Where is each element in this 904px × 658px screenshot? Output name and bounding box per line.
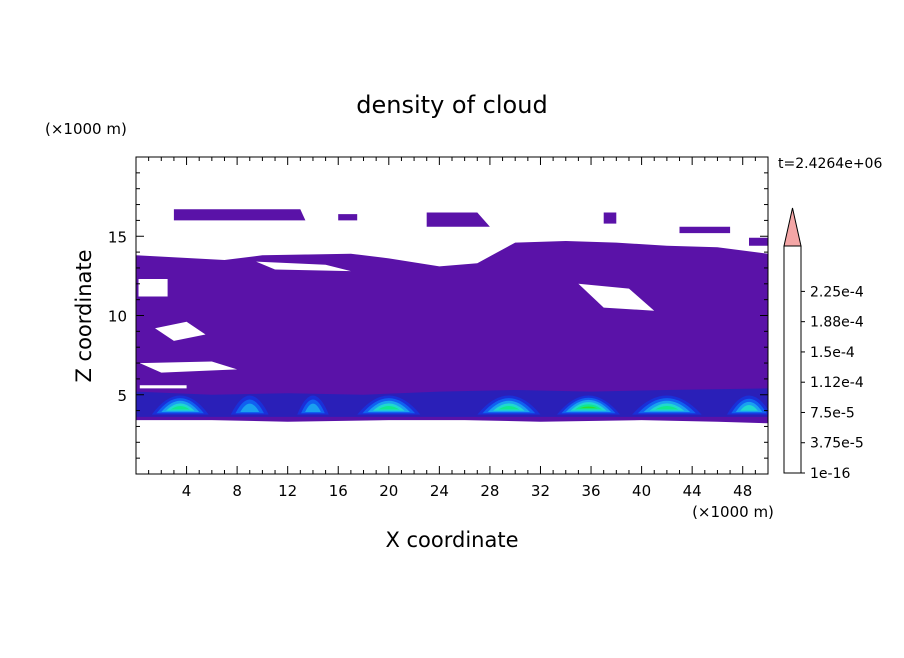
cell-2-level-3: [305, 403, 321, 412]
convective-cell-3: [357, 395, 421, 415]
colorbar-label: 1.88e-4: [810, 315, 864, 331]
x-tick-label: 28: [480, 482, 499, 500]
cloud-layer-upper-cloud-1: [173, 209, 306, 221]
colorbar-label: 1.5e-4: [810, 345, 855, 361]
cloud-layer-upper-cloud-5: [679, 226, 731, 234]
x-tick-label: 48: [733, 482, 752, 500]
plot-area: [136, 209, 768, 424]
colorbar-label: 1e-16: [810, 466, 850, 482]
colorbar-label: 3.75e-5: [810, 436, 864, 452]
colorbar-label: 1.12e-4: [810, 375, 864, 391]
x-tick-label: 4: [182, 482, 192, 500]
convective-cell-7: [726, 395, 768, 415]
x-tick-label: 32: [531, 482, 550, 500]
y-tick-label: 10: [108, 308, 127, 326]
convective-cell-5: [556, 395, 621, 415]
cell-4-level-5: [498, 405, 520, 410]
x-tick-label: 40: [632, 482, 651, 500]
clear-gap-4: [139, 361, 238, 373]
y-tick-label: 5: [117, 387, 127, 405]
cloud-layer-upper-cloud-4: [603, 212, 617, 224]
convective-cell-1: [230, 395, 269, 415]
clear-gap-3: [578, 283, 655, 311]
colorbar-label: 2.25e-4: [810, 284, 864, 300]
x-tick-label: 8: [232, 482, 242, 500]
cell-3-level-5: [378, 405, 400, 410]
x-tick-label: 16: [329, 482, 348, 500]
cloud-layer-upper-cloud-6: [749, 237, 768, 246]
time-label: t=2.4264e+06: [778, 156, 882, 172]
y-axis-unit: (×1000 m): [45, 120, 127, 138]
colorbar: 1e-16 3.75e-5 7.5e-5 1.12e-4 1.5e-4 1.88e-4 2.…: [783, 207, 864, 482]
cell-5-level-6: [579, 406, 598, 409]
cell-6-level-5: [655, 405, 679, 410]
convective-cell-2: [297, 395, 329, 415]
cell-7-level-4: [740, 405, 758, 411]
colorbar-label: 7.5e-5: [810, 405, 855, 421]
clear-gap-0: [138, 279, 168, 297]
x-tick-label: 36: [581, 482, 600, 500]
colorbar-frame: [783, 245, 802, 474]
clear-gap-5: [139, 385, 187, 389]
clear-gap-1: [155, 321, 206, 341]
cloud-layer-upper-cloud-2: [338, 214, 358, 221]
clear-gap-2: [256, 261, 351, 272]
cloud-layer-main-cloud-deck: [136, 241, 768, 424]
y-tick-label: 15: [108, 228, 127, 246]
x-tick-label: 12: [278, 482, 297, 500]
x-axis: 4 8 12 16 20 24 28 32 36 40 44 48: [148, 157, 756, 500]
cell-0-level-5: [170, 405, 190, 410]
convective-cell-4: [477, 395, 541, 415]
y-axis-label: Z coordinate: [72, 249, 96, 382]
x-tick-label: 44: [683, 482, 702, 500]
x-axis-unit: (×1000 m): [692, 503, 774, 521]
x-axis-label: X coordinate: [385, 528, 518, 552]
y-axis: 5 10 15: [108, 172, 768, 459]
convective-cell-6: [632, 395, 702, 415]
cloud-layer-upper-cloud-3: [426, 212, 490, 227]
x-tick-label: 20: [379, 482, 398, 500]
cell-1-level-3: [240, 403, 260, 412]
colorbar-extend-arrow: [783, 207, 802, 247]
convective-cell-0: [151, 395, 209, 415]
x-tick-label: 24: [430, 482, 449, 500]
chart-title: density of cloud: [356, 91, 547, 119]
